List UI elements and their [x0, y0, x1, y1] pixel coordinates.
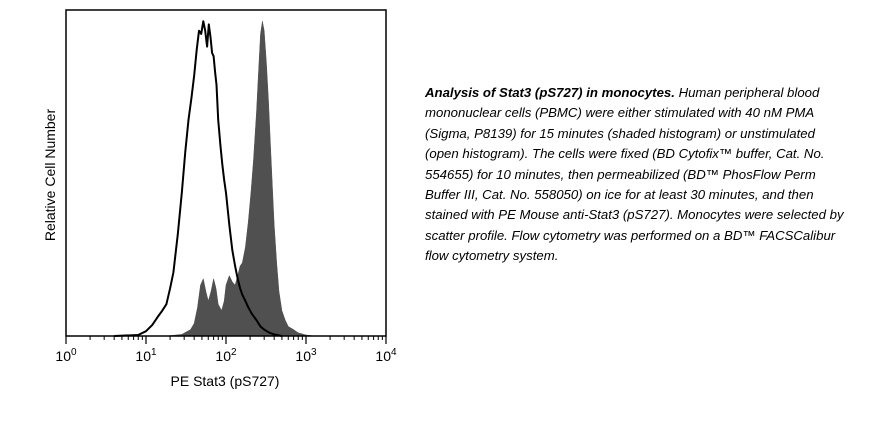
x-axis-label: PE Stat3 (pS727) [171, 373, 280, 389]
unstimulated-histogram [114, 20, 283, 337]
figure-caption: Analysis of Stat3 (pS727) in monocytes. … [425, 83, 845, 267]
caption-body: Human peripheral blood mononuclear cells… [425, 85, 844, 264]
x-tick-label: 101 [135, 347, 157, 364]
x-tick-label: 104 [375, 347, 397, 364]
y-axis-label: Relative Cell Number [42, 109, 58, 242]
caption-lead: Analysis of Stat3 (pS727) in monocytes. [425, 85, 675, 100]
x-tick-label: 100 [55, 347, 77, 364]
plot-layer [114, 20, 316, 337]
x-tick-label: 102 [215, 347, 237, 364]
plot-frame [65, 9, 387, 337]
stimulated-histogram [114, 21, 316, 337]
histogram-figure: 100 101 102 103 104 Relative Cell Number PE … [42, 9, 397, 389]
x-axis-ticks: 100 101 102 103 104 [55, 336, 397, 364]
x-tick-label: 103 [295, 347, 317, 364]
